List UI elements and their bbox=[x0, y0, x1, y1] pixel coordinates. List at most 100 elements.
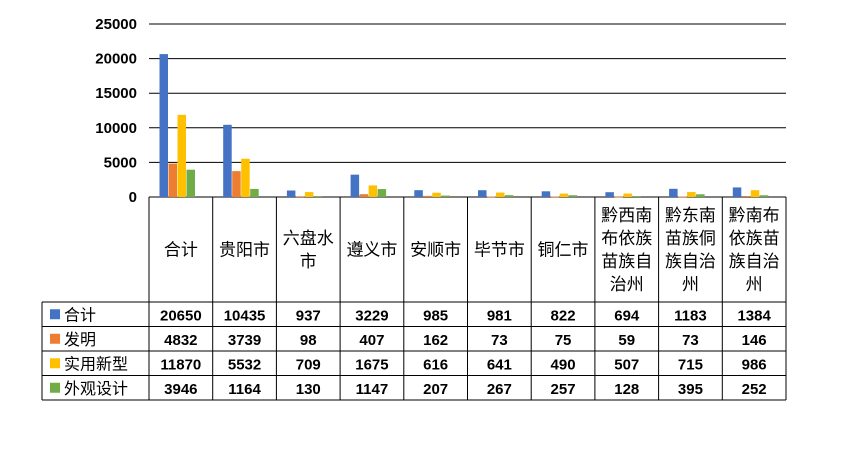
bar bbox=[741, 195, 751, 197]
category-label: 遵义市 bbox=[346, 241, 397, 261]
bar bbox=[632, 196, 641, 197]
legend-key bbox=[50, 309, 60, 320]
category-label: 黔东南苗族侗族自治州 bbox=[665, 206, 716, 295]
data-label: 715 bbox=[678, 356, 703, 373]
bar bbox=[377, 189, 387, 197]
data-label: 490 bbox=[551, 356, 576, 373]
bar bbox=[432, 192, 441, 197]
category-label: 铜仁市 bbox=[538, 241, 589, 261]
bar bbox=[669, 188, 678, 197]
category-label: 黔南布依族苗族自治州 bbox=[729, 206, 780, 295]
bar bbox=[368, 185, 378, 197]
legend-label: 发明 bbox=[64, 330, 96, 349]
data-label: 822 bbox=[551, 307, 576, 324]
bar bbox=[313, 196, 323, 197]
data-label: 1675 bbox=[355, 356, 388, 373]
data-label: 1384 bbox=[737, 307, 771, 324]
bars bbox=[159, 54, 769, 198]
data-label: 257 bbox=[551, 381, 576, 398]
data-label: 130 bbox=[296, 381, 321, 398]
bar bbox=[286, 190, 296, 197]
bar bbox=[496, 192, 505, 197]
category-label: 六盘水市 bbox=[283, 229, 334, 272]
bar bbox=[487, 196, 496, 198]
bar bbox=[568, 195, 578, 197]
data-label: 11870 bbox=[160, 356, 201, 373]
y-tick-label: 15000 bbox=[95, 85, 137, 102]
data-label: 73 bbox=[491, 332, 508, 349]
legend-label: 合计 bbox=[64, 305, 96, 324]
category-label: 贵阳市 bbox=[219, 241, 270, 261]
y-tick-label: 10000 bbox=[95, 120, 137, 137]
data-label: 5532 bbox=[228, 356, 261, 373]
data-label: 616 bbox=[423, 356, 448, 373]
bar bbox=[186, 169, 195, 197]
bar bbox=[732, 187, 742, 197]
legend-label: 实用新型 bbox=[64, 354, 128, 373]
bar bbox=[414, 190, 423, 197]
category-label: 毕节市 bbox=[474, 241, 525, 261]
category-label: 合计 bbox=[164, 241, 198, 261]
data-label: 694 bbox=[614, 307, 640, 324]
data-label: 3739 bbox=[228, 332, 261, 349]
data-label: 75 bbox=[555, 332, 572, 349]
bar bbox=[295, 196, 305, 198]
legend-key bbox=[50, 333, 60, 344]
data-label: 20650 bbox=[160, 307, 202, 324]
data-label: 128 bbox=[614, 381, 639, 398]
data-label: 10435 bbox=[224, 307, 266, 324]
data-label: 507 bbox=[614, 356, 639, 373]
data-label: 73 bbox=[682, 332, 699, 349]
data-label: 1147 bbox=[356, 381, 389, 398]
data-label: 3229 bbox=[355, 307, 388, 324]
bar bbox=[559, 193, 569, 197]
category-label: 黔西南布依族苗族自治州 bbox=[601, 206, 652, 295]
data-label: 3946 bbox=[164, 381, 197, 398]
bar bbox=[550, 196, 560, 198]
bar bbox=[232, 171, 241, 197]
bar bbox=[623, 193, 632, 197]
bar bbox=[759, 195, 769, 197]
data-label: 98 bbox=[300, 332, 317, 349]
data-label: 985 bbox=[423, 307, 448, 324]
bar bbox=[241, 158, 250, 197]
category-label: 安顺市 bbox=[410, 241, 461, 261]
bar bbox=[223, 124, 232, 197]
bar bbox=[177, 114, 186, 197]
bar bbox=[478, 190, 487, 197]
y-tick-label: 25000 bbox=[95, 16, 137, 33]
data-label: 641 bbox=[487, 356, 512, 373]
data-label: 146 bbox=[742, 332, 767, 349]
data-label: 252 bbox=[742, 381, 767, 398]
bar bbox=[159, 54, 168, 197]
y-axis-ticks: 0 5000 10000 15000 20000 25000 bbox=[95, 16, 137, 206]
bar bbox=[168, 163, 177, 197]
bar bbox=[605, 192, 614, 197]
bar bbox=[614, 196, 623, 198]
data-label: 1164 bbox=[228, 381, 261, 398]
data-label: 981 bbox=[487, 307, 512, 324]
data-label: 1183 bbox=[674, 307, 707, 324]
bar bbox=[750, 190, 760, 197]
bar bbox=[678, 196, 687, 198]
bar bbox=[359, 194, 369, 197]
bar bbox=[441, 195, 450, 197]
data-label: 162 bbox=[423, 332, 448, 349]
bar bbox=[696, 194, 705, 197]
y-tick-label: 20000 bbox=[95, 51, 137, 68]
y-tick-label: 5000 bbox=[104, 154, 137, 171]
legend-key bbox=[50, 358, 60, 369]
bar bbox=[304, 192, 314, 197]
data-label: 709 bbox=[296, 356, 321, 373]
data-label: 986 bbox=[742, 356, 767, 373]
data-label: 207 bbox=[423, 381, 448, 398]
bar bbox=[250, 188, 259, 197]
legend-label: 外观设计 bbox=[64, 379, 128, 398]
bar bbox=[505, 195, 514, 197]
data-label: 395 bbox=[678, 381, 703, 398]
data-label: 937 bbox=[296, 307, 321, 324]
bar bbox=[350, 174, 360, 197]
bar bbox=[423, 195, 432, 197]
